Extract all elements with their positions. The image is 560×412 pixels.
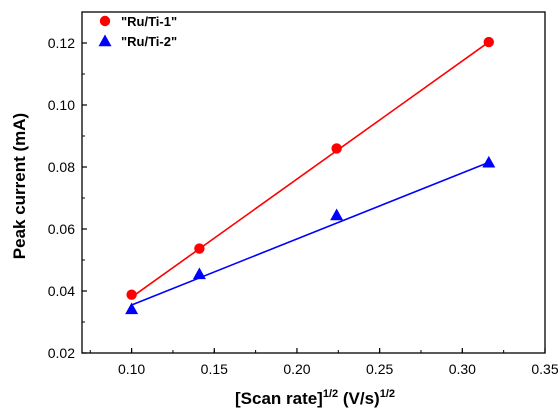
y-tick-label: 0.02: [48, 345, 75, 361]
x-tick-label: 0.15: [201, 361, 228, 377]
x-axis-title: [Scan rate]1/2 (V/s)1/2: [235, 388, 395, 408]
legend-marker: [99, 15, 111, 27]
x-tick-label: 0.10: [118, 361, 145, 377]
y-tick-label: 0.04: [48, 283, 75, 299]
y-tick-label: 0.10: [48, 97, 75, 113]
legend-label: "Ru/Ti-2": [121, 34, 177, 49]
data-point-triangle: [482, 155, 496, 168]
fit-line: [131, 161, 490, 306]
series-1: [126, 36, 494, 300]
x-tick-label: 0.25: [366, 361, 393, 377]
plot-frame: [81, 11, 546, 354]
y-tick-label: 0.06: [48, 221, 75, 237]
series-2: [125, 155, 496, 315]
plot-area: [125, 36, 496, 315]
data-point-circle: [126, 289, 137, 300]
data-point-circle: [483, 36, 494, 48]
y-tick-label: 0.08: [48, 159, 75, 175]
data-point-triangle: [330, 208, 344, 221]
data-point-circle: [331, 143, 342, 154]
x-tick-label: 0.35: [531, 361, 558, 377]
data-point-triangle: [192, 267, 206, 280]
data-point-triangle: [125, 302, 139, 315]
legend: "Ru/Ti-1" "Ru/Ti-2": [98, 14, 177, 49]
fit-line: [131, 41, 490, 298]
legend-marker: [98, 34, 112, 47]
legend-label: "Ru/Ti-1": [121, 14, 177, 29]
y-tick-label: 0.12: [48, 35, 75, 51]
x-tick-label: 0.30: [449, 361, 476, 377]
y-axis-title: Peak current (mA): [10, 113, 29, 259]
data-point-circle: [194, 243, 205, 254]
axes: 0.10 0.15 0.20 0.25 0.30 0.35 0.02 0.04 0.06 0.08…: [48, 11, 559, 377]
x-tick-label: 0.20: [283, 361, 310, 377]
